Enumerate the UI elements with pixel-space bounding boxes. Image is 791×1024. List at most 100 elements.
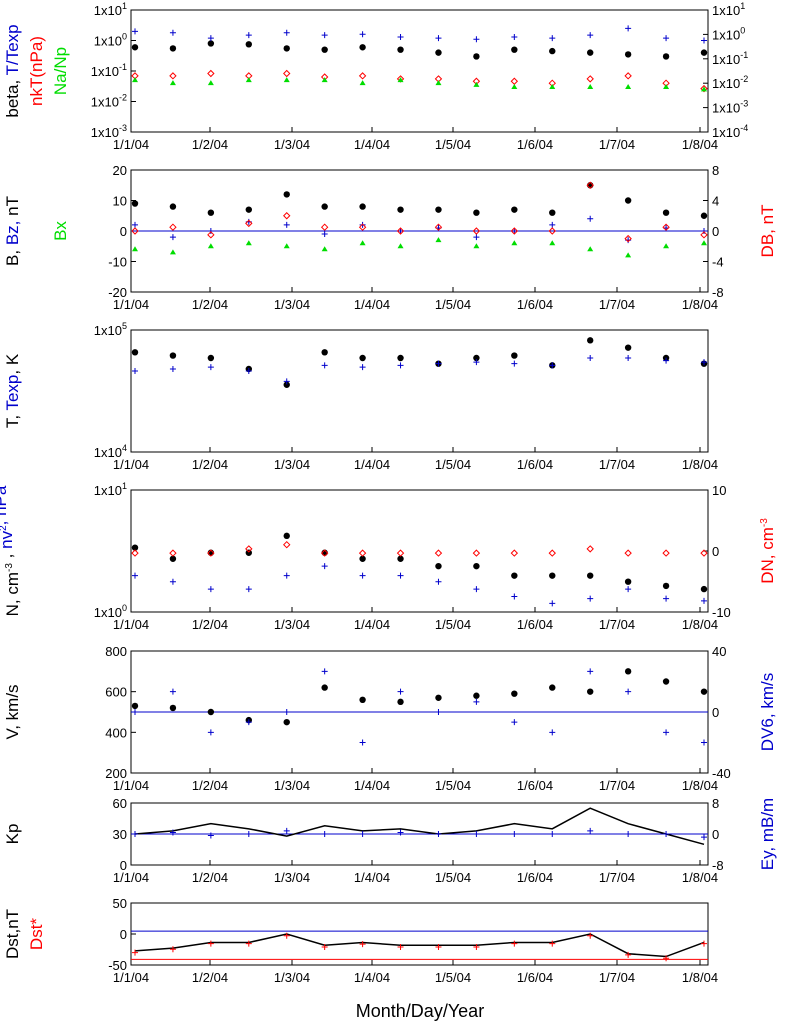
x-tick-label: 1/8/04 [682, 778, 718, 793]
data-point [131, 702, 139, 710]
data-point [435, 49, 442, 56]
y-tick-label: -10 [108, 255, 127, 270]
y2-tick-label: 1x10-1 [712, 50, 748, 67]
data-point [511, 228, 518, 234]
x-tick-label: 1/6/04 [517, 457, 553, 472]
data-point [283, 29, 290, 36]
data-point [662, 223, 670, 231]
data-point [624, 197, 632, 204]
x-tick-label: 1/7/04 [599, 778, 635, 793]
data-point [131, 349, 139, 356]
data-point [397, 46, 404, 53]
y-tick-label: 400 [105, 725, 127, 740]
data-point [283, 932, 290, 939]
data-point [701, 834, 707, 841]
x-tick-label: 1/6/04 [517, 137, 553, 152]
y-axis-label: T, Texp, K [3, 353, 22, 428]
data-point [587, 246, 594, 252]
data-point [549, 240, 556, 246]
data-point [359, 555, 366, 562]
panel-3: 1/1/04 1/2/04 1/3/04 1/4/04 1/5/04 1/6/04 1/7/… [94, 321, 718, 472]
data-point [624, 549, 632, 557]
y-axis-label-2: Dst* [27, 918, 46, 951]
data-point [435, 709, 442, 715]
data-point [473, 831, 480, 837]
series-4 [132, 77, 707, 92]
data-point [587, 572, 594, 579]
y-tick-label: 1x10-1 [91, 62, 127, 79]
data-point [283, 77, 290, 83]
data-point [283, 191, 290, 198]
data-point [169, 704, 177, 712]
y-axis-label-3: Bx [51, 221, 70, 241]
data-point [207, 832, 214, 839]
data-point [511, 940, 518, 947]
y2-tick-label: 0 [712, 705, 719, 720]
y-tick-label: 1x100 [94, 603, 127, 620]
data-point [586, 545, 594, 553]
data-point [397, 362, 404, 369]
data-point [700, 49, 708, 56]
data-point [473, 53, 480, 60]
y2-tick-label: 0 [712, 827, 719, 842]
data-point [549, 684, 556, 691]
data-point [435, 831, 442, 837]
data-point [359, 31, 366, 38]
data-point [245, 940, 252, 947]
data-point [435, 35, 442, 42]
data-point [321, 349, 328, 356]
y-tick-label: 1x101 [94, 481, 127, 498]
y2-tick-label: 8 [712, 163, 719, 178]
plot-frame [130, 329, 709, 453]
data-point [245, 831, 252, 837]
data-point [283, 709, 290, 715]
data-point [283, 243, 290, 249]
data-point [473, 354, 480, 362]
data-point [283, 540, 291, 549]
data-point [624, 72, 632, 80]
data-point [511, 690, 518, 697]
data-point [548, 549, 556, 557]
data-point [359, 44, 366, 51]
y-tick-label: 0 [120, 858, 127, 873]
data-point [624, 344, 632, 351]
data-point [624, 51, 632, 58]
data-point [132, 949, 138, 956]
data-point [587, 932, 594, 939]
data-point [283, 221, 290, 228]
data-point [434, 549, 443, 557]
y2-tick-label: 4 [712, 194, 719, 209]
x-tick-label: 1/1/04 [113, 617, 149, 632]
data-point [207, 549, 215, 557]
x-tick-label: 1/6/04 [517, 970, 553, 985]
data-point [587, 595, 594, 602]
data-point [245, 41, 252, 48]
x-axis-title: Month/Day/Year [356, 1001, 484, 1021]
data-point [586, 75, 594, 83]
x-tick-label: 1/7/04 [599, 137, 635, 152]
data-point [473, 692, 480, 699]
data-point [472, 227, 481, 235]
data-point [131, 544, 139, 551]
data-point [321, 231, 328, 238]
series-1 [131, 532, 708, 593]
x-tick-label: 1/1/04 [113, 970, 149, 985]
x-tick-label: 1/7/04 [599, 970, 635, 985]
x-tick-label: 1/7/04 [599, 870, 635, 885]
data-point [587, 49, 594, 56]
data-point [169, 249, 176, 255]
series-4 [131, 181, 708, 243]
data-point [625, 83, 632, 89]
y-axis-label: N, cm-3 , nv2, nPa [0, 485, 22, 616]
series-2 [132, 932, 707, 962]
y2-tick-label: 1x100 [712, 25, 745, 42]
x-tick-label: 1/3/04 [274, 297, 310, 312]
data-point [701, 37, 707, 44]
data-point [510, 77, 519, 85]
data-point [169, 946, 176, 953]
data-point [511, 46, 518, 53]
y-axis-label-right: DB, nT [758, 205, 777, 258]
plot-frame [130, 9, 709, 133]
data-point [169, 29, 176, 36]
y2-tick-label: 1x10-2 [712, 74, 748, 91]
